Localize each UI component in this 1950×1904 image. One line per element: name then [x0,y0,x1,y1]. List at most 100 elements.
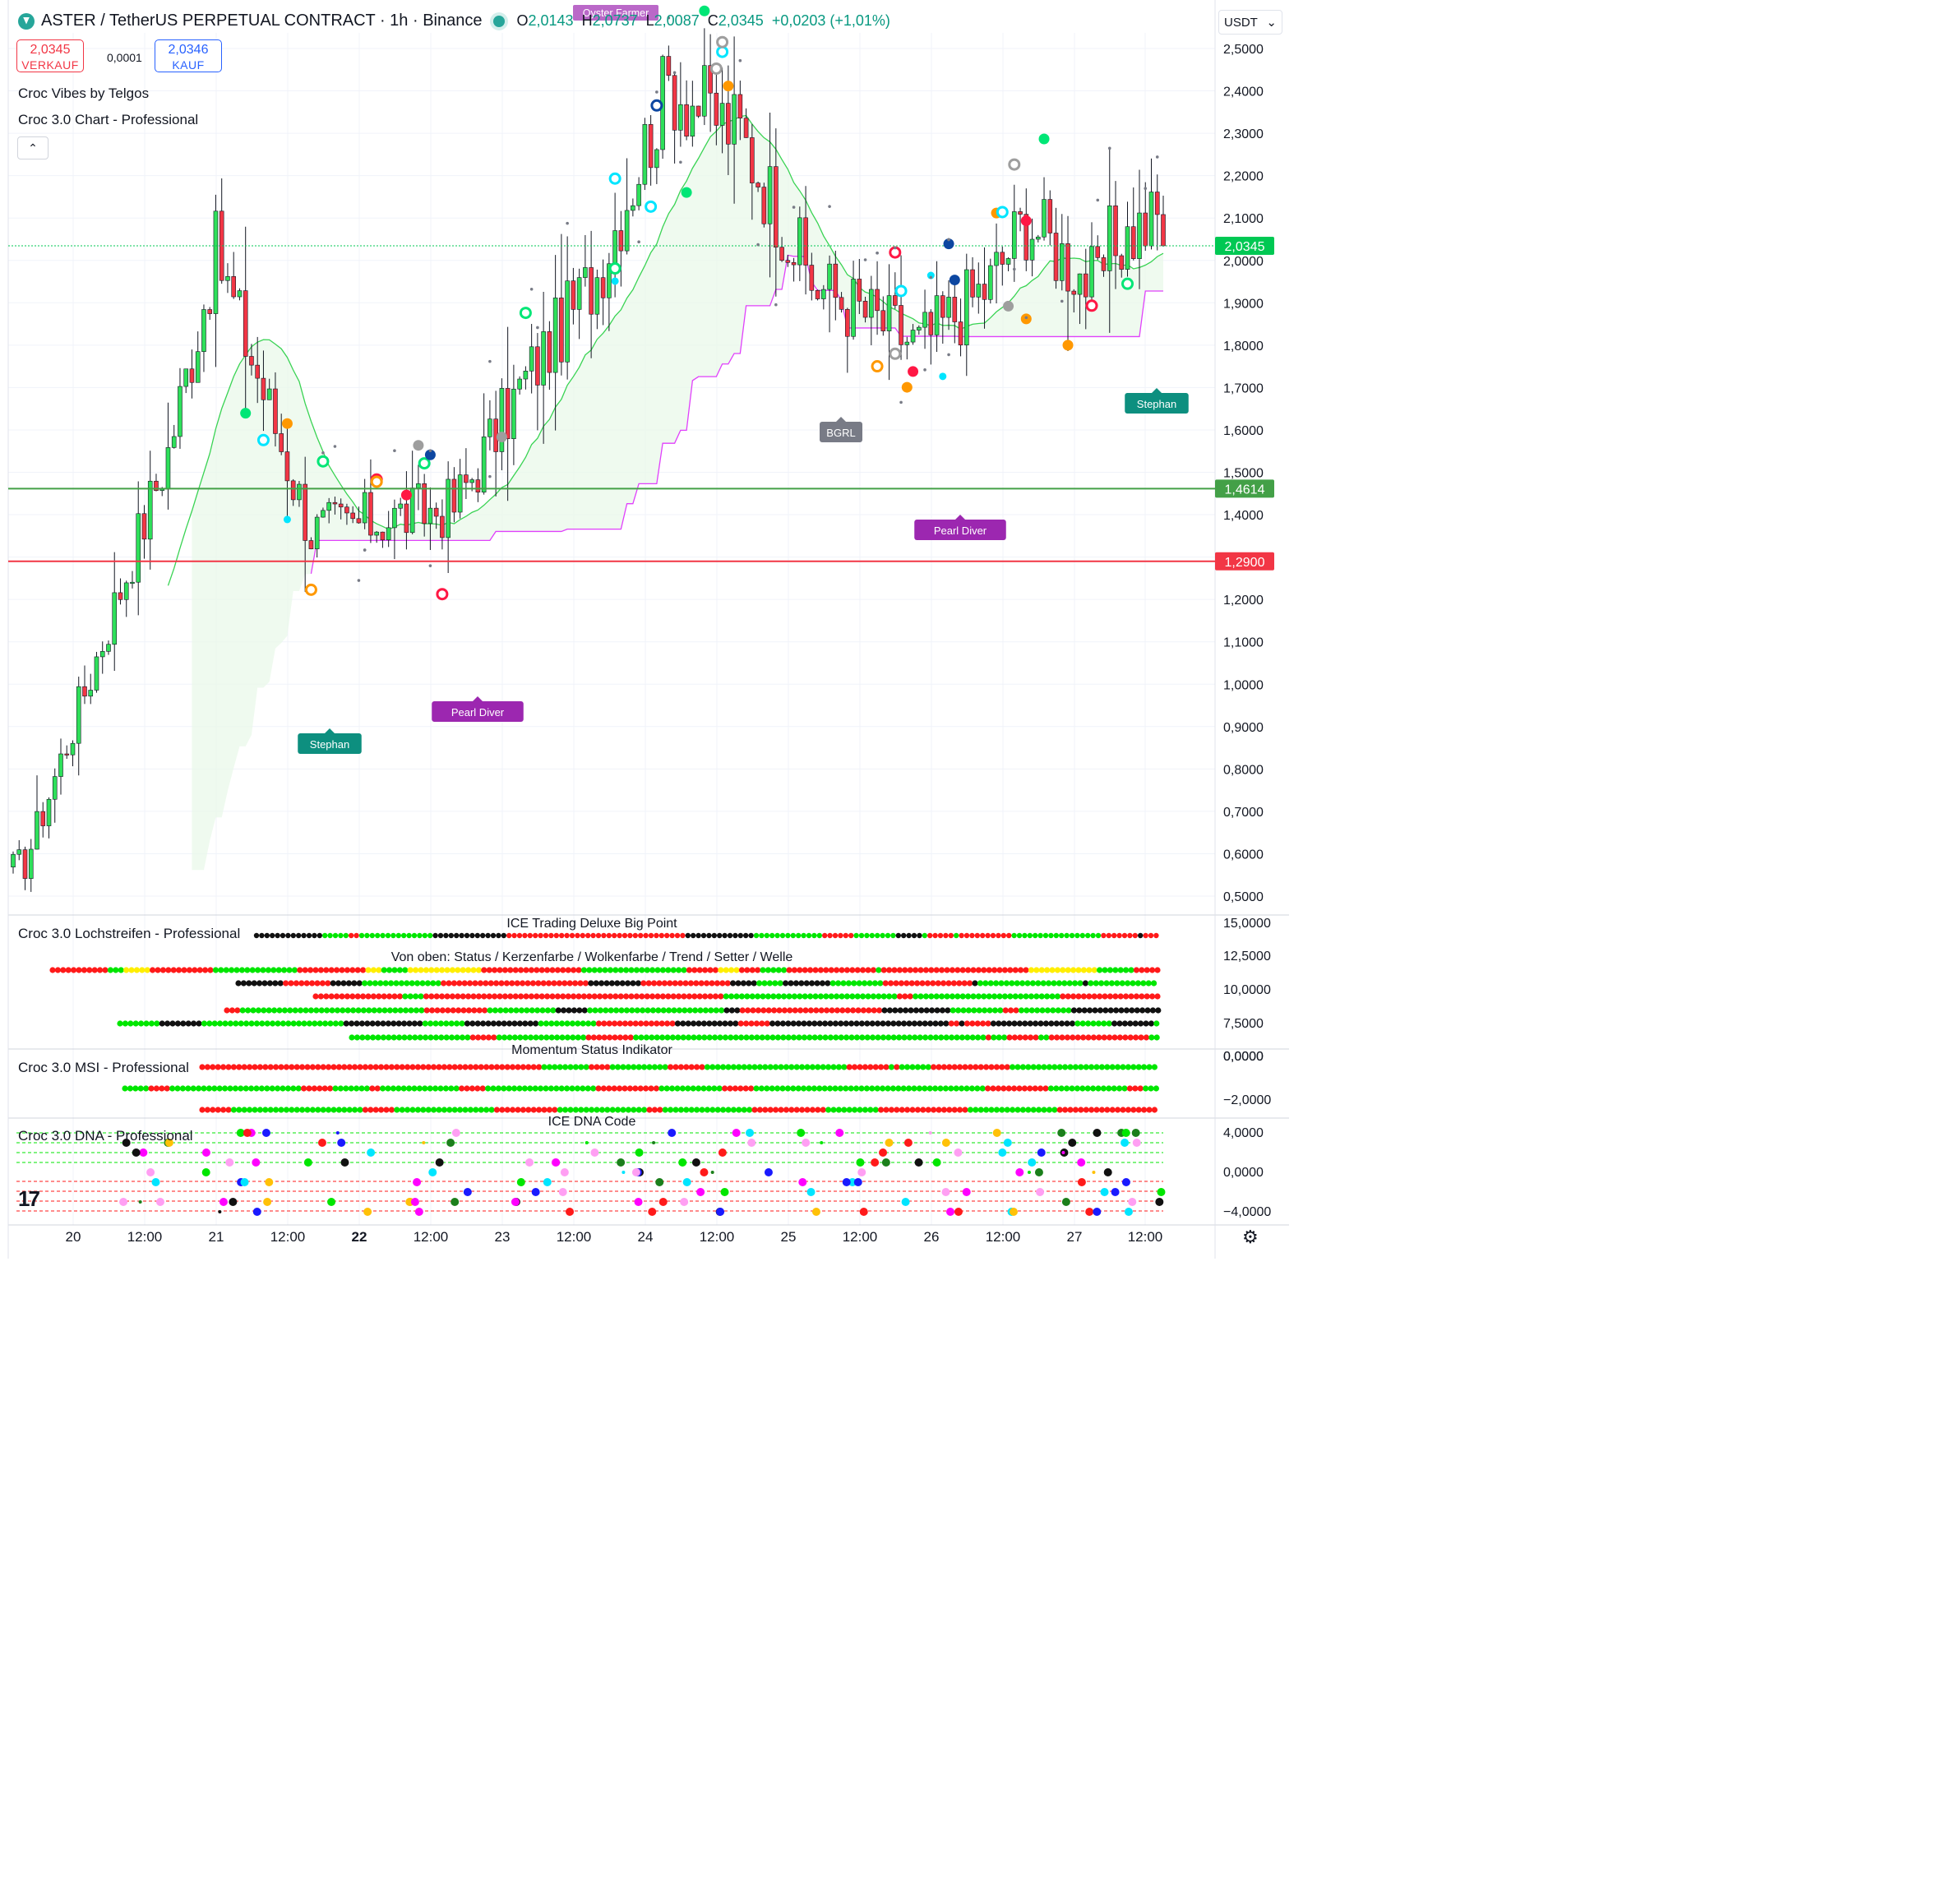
strip-dot [728,1007,736,1014]
strip-dot [132,1020,139,1027]
candle-body [648,124,654,169]
strip-dot [289,1064,295,1070]
strip-dot [322,932,328,939]
marker-bg [432,701,524,722]
gear-icon[interactable]: ⚙ [1242,1227,1259,1247]
strip-dot [530,1107,537,1113]
candle-body [237,290,243,298]
strip-dot [520,980,526,987]
strip-dot [1143,932,1148,939]
strip-dot [1046,1064,1052,1070]
strip-dot [259,1020,266,1027]
strip-dot [346,1107,353,1113]
symbol-title[interactable]: ASTER / TetherUS PERPETUAL CONTRACT · 1h… [41,12,483,30]
candle-body [284,451,290,482]
strip-dot [312,932,317,939]
tradingview-logo-icon[interactable]: 17 [18,1186,40,1211]
strip-dot [548,932,554,939]
currency-select[interactable]: USDT ⌄ [1218,10,1282,35]
strip-dot [774,1034,782,1041]
strip-dot [312,967,319,973]
strip-dot [460,993,466,1000]
strip-dot [1028,1034,1034,1041]
strip-dot [1016,1085,1023,1092]
strip-dot [525,1064,532,1070]
strip-dot [516,932,523,939]
strip-dot [404,980,410,987]
sell-button[interactable]: 2,0345 VERKAUF [16,39,84,72]
strip-dot [735,980,742,987]
strip-dot [1056,1064,1063,1070]
strip-dot [920,1107,926,1113]
candle-body [612,230,617,265]
strip-dot [1149,993,1156,1000]
x-tick-label: 12:00 [414,1229,449,1245]
candles [11,28,1166,892]
strip-cloud-color [312,993,1161,1000]
strip-dot [556,980,563,987]
strip-dot [113,967,119,973]
strip-dot [1004,1107,1010,1113]
indicator-label-croc-chart[interactable]: Croc 3.0 Chart - Professional [18,112,199,127]
strip-dot [354,993,361,1000]
candle [1071,289,1077,313]
strip-dot [480,1034,487,1041]
indicator-label-dna[interactable]: Croc 3.0 DNA - Professional [18,1128,193,1144]
strip-dot [1028,1007,1035,1014]
strip-dot [1044,1007,1051,1014]
strip-dot [504,1107,511,1113]
small-grey-dot [947,238,950,242]
strip-dot [313,1007,320,1014]
strip-dot [439,1007,446,1014]
buy-button[interactable]: 2,0346 KAUF [155,39,222,72]
candle-body [314,516,320,550]
strip-dot [828,993,834,1000]
strip-dot [1007,967,1014,973]
strip-dot [533,932,538,939]
candle-body [70,742,76,756]
strip-dot [1113,1007,1120,1014]
strip-dot [1095,1020,1102,1027]
strip-dot [306,1085,312,1092]
strip-dot [372,1107,379,1113]
strip-dot [858,1020,865,1027]
strip-dot [1037,1034,1044,1041]
strip-dot [445,1007,451,1014]
chart-canvas[interactable]: 2,50002,40002,30002,20002,10002,00001,90… [0,0,1289,1259]
collapse-indicators-button[interactable]: ⌃ [17,136,49,159]
strip-dot [576,1007,583,1014]
indicator-label-croc-vibes[interactable]: Croc Vibes by Telgos [18,85,150,101]
strip-dot [796,932,802,939]
strip-dot [777,980,783,987]
strip-dot [267,1107,274,1113]
strip-dot [307,1007,314,1014]
strip-dot [1028,967,1034,973]
strip-dot [522,1034,529,1041]
candle [1143,182,1148,252]
strip-dot [564,1085,571,1092]
candle [535,333,540,431]
candle-body [552,298,558,373]
strip-dot [199,1107,206,1113]
strip-dot [695,1085,702,1092]
strip-dot [252,1064,258,1070]
strip-status [49,967,1161,973]
dna-dot [1121,1129,1130,1137]
strip-dot [641,1107,648,1113]
price-tag-label: 2,0345 [1225,240,1265,254]
strip-dot [654,1020,660,1027]
indicator-label-msi[interactable]: Croc 3.0 MSI - Professional [18,1060,189,1075]
candle-body [308,540,314,550]
candle [1119,253,1125,278]
strip-dot [533,1034,539,1041]
strip-dot [1088,1064,1095,1070]
strip-dot [423,1034,429,1041]
candle-body [517,378,522,390]
indicator-label-lochstreifen[interactable]: Croc 3.0 Lochstreifen - Professional [18,926,241,941]
strip-dot [388,980,395,987]
strip-dot [676,967,682,973]
strip-dot [691,993,698,1000]
strip-dot [488,1107,495,1113]
candle [1083,248,1088,330]
candle [845,307,850,373]
